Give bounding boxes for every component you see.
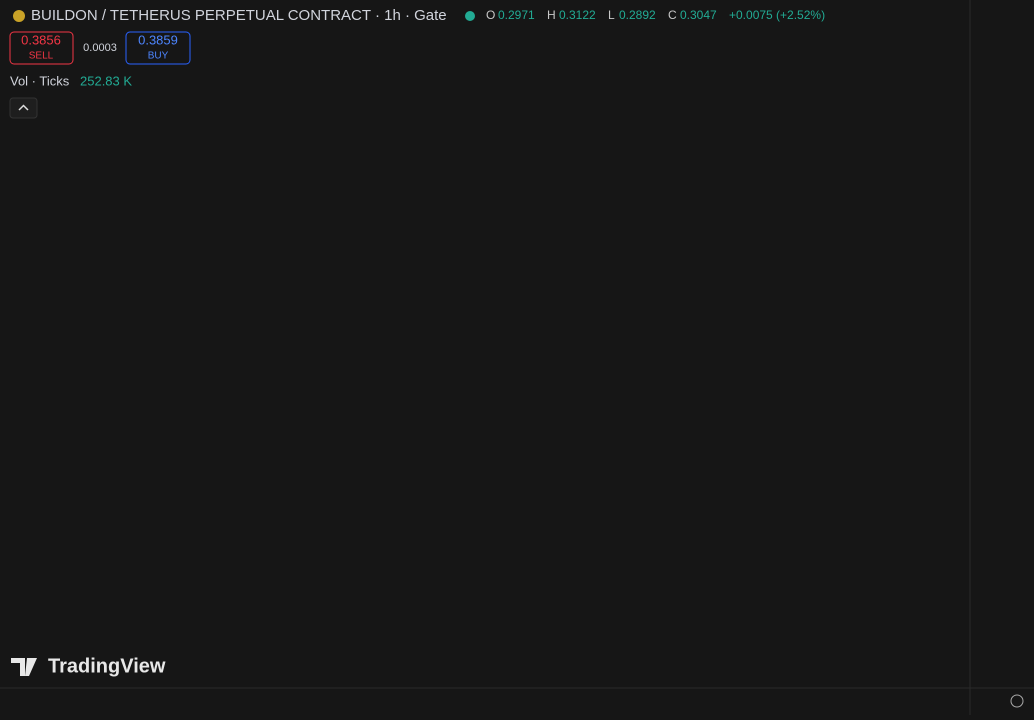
vol-legend-label: Vol · Ticks — [10, 73, 70, 88]
symbol-title: BUILDON / TETHERUS PERPETUAL CONTRACT · … — [31, 7, 447, 24]
vol-legend-value: 252.83 K — [80, 73, 132, 88]
o-value: 0.2971 — [498, 8, 535, 22]
symbol-icon — [13, 10, 25, 22]
collapse-button[interactable] — [9, 97, 38, 119]
l-value: 0.2892 — [619, 8, 656, 22]
h-label: H — [547, 8, 556, 22]
o-label: O — [486, 8, 495, 22]
status-dot — [465, 11, 475, 21]
change: +0.0075 (+2.52%) — [729, 8, 825, 22]
sell-button[interactable] — [9, 31, 74, 65]
sell-price: 0.3856 — [21, 32, 61, 47]
c-label: C — [668, 8, 677, 22]
buy-button[interactable] — [125, 31, 191, 65]
h-value: 0.3122 — [559, 8, 596, 22]
sell-label: SELL — [29, 51, 54, 62]
buy-price: 0.3859 — [138, 32, 178, 47]
c-value: 0.3047 — [680, 8, 717, 22]
buy-label: BUY — [148, 51, 169, 62]
settings-icon[interactable] — [1010, 694, 1024, 708]
l-label: L — [608, 8, 615, 22]
branding-logo — [11, 658, 37, 676]
branding: TradingView — [48, 655, 166, 677]
spread: 0.0003 — [83, 42, 117, 54]
collapse-icon — [18, 104, 29, 111]
